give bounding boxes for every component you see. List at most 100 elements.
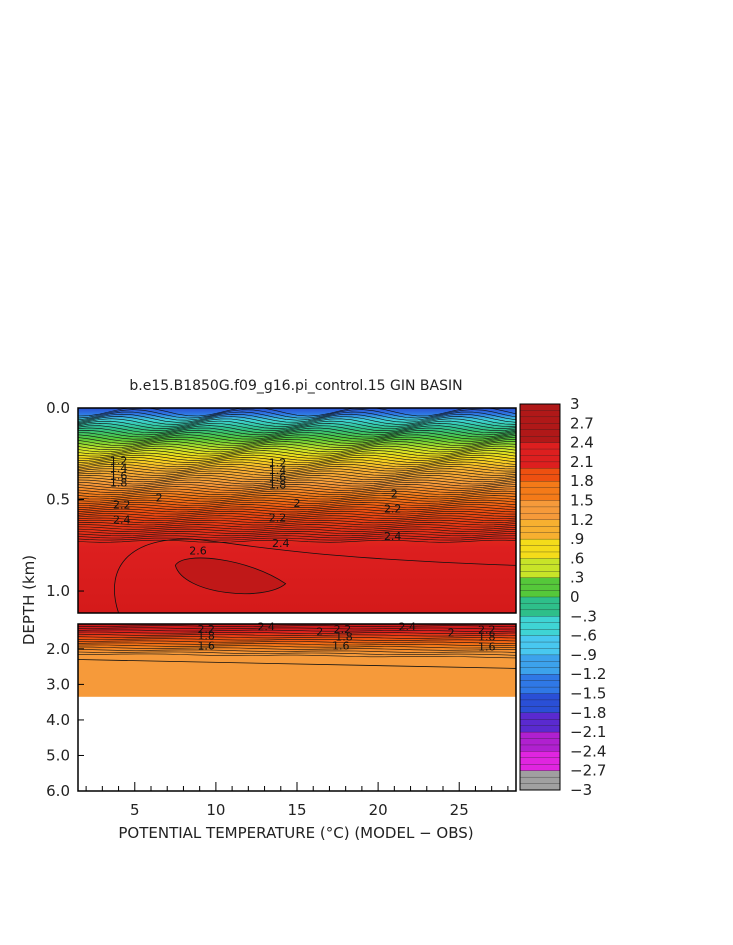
colorbar-band xyxy=(519,776,561,785)
upper-contour-line xyxy=(78,499,516,504)
contour-label: 1.8 xyxy=(269,479,287,492)
upper-contour-line xyxy=(78,524,516,528)
upper-contour-line xyxy=(78,454,516,461)
upper-contour-line xyxy=(78,472,516,478)
colorbar-band xyxy=(519,416,561,424)
upper-contour-line xyxy=(78,484,516,489)
contour-label: 1.4 xyxy=(269,464,287,477)
upper-contour-line xyxy=(78,539,516,543)
upper-contour-line xyxy=(78,528,516,532)
contour-label: 1.8 xyxy=(335,630,353,643)
colorbar-band xyxy=(519,590,561,598)
colorbar-band xyxy=(519,506,561,514)
colorbar-label: −2.1 xyxy=(570,723,606,741)
upper-contour-line xyxy=(78,457,516,463)
lower-contour-line xyxy=(78,629,516,632)
contour-label: 2 xyxy=(448,626,455,639)
colorbar-band xyxy=(519,699,561,707)
colorbar-label: −3 xyxy=(570,781,592,799)
x-tick-label: 15 xyxy=(287,801,306,819)
contour-label: 2.2 xyxy=(269,512,287,525)
lower-panel: 2.2 2.41.81.62 2.21.81.62.4 2 2.21.81.6 2.03… xyxy=(46,620,517,819)
contour-label: 2.4 xyxy=(399,620,417,633)
colorbar-band xyxy=(519,629,561,637)
colorbar-band xyxy=(519,609,561,617)
upper-contour-line xyxy=(78,411,516,421)
contour-label: 2.4 xyxy=(257,620,275,633)
upper-contour-line xyxy=(78,501,516,506)
y-axis-label: DEPTH (km) xyxy=(20,555,38,645)
upper-contour-line xyxy=(78,450,516,457)
contour-label: 2.2 xyxy=(384,502,402,515)
colorbar-bands xyxy=(519,403,561,791)
upper-contour-line xyxy=(78,495,516,500)
colorbar-band xyxy=(519,731,561,739)
colorbar-band xyxy=(519,622,561,630)
colorbar-label: 1.5 xyxy=(570,492,594,510)
contour-label: 1.6 xyxy=(478,640,496,653)
upper-panel: 1.21.41.61.822.22.42.61.21.41.61.822.22.… xyxy=(46,399,517,614)
upper-contour-line xyxy=(78,477,516,483)
upper-contour-line xyxy=(78,422,516,432)
contour-label: 2.4 xyxy=(272,537,290,550)
lower-contour-line xyxy=(78,642,516,647)
lower-contour-line xyxy=(78,631,516,635)
colorbar-label: −2.4 xyxy=(570,742,606,760)
upper-contour-line xyxy=(78,413,516,423)
colorbar-label: 2.4 xyxy=(570,434,594,452)
y-tick-label: 0.0 xyxy=(46,399,70,417)
colorbar-label: 1.8 xyxy=(570,472,594,490)
upper-contour-line xyxy=(78,429,516,438)
colorbar-band xyxy=(519,538,561,546)
upper-contour-line xyxy=(78,504,516,509)
colorbar-band xyxy=(519,654,561,662)
colorbar-band xyxy=(519,738,561,746)
y-tick-label: 4.0 xyxy=(46,711,70,729)
colorbar-band xyxy=(519,583,561,592)
colorbar-band xyxy=(519,641,561,649)
contour-label: 1.6 xyxy=(197,640,215,653)
colorbar-label: −.3 xyxy=(570,607,597,625)
contour-label: 2.2 xyxy=(197,623,215,636)
y-tick-label: 5.0 xyxy=(46,746,70,764)
colorbar-band xyxy=(519,571,561,579)
upper-contour-line xyxy=(78,416,516,425)
upper-contour-line xyxy=(78,468,516,474)
contour-label: 2.4 xyxy=(384,530,402,543)
lower-contour-line xyxy=(78,644,516,649)
upper-contour-line xyxy=(78,488,516,493)
colorbar-band xyxy=(519,551,561,559)
upper-contour-line xyxy=(78,438,516,446)
colorbar-band xyxy=(519,481,561,489)
contour-label: 1.8 xyxy=(110,477,128,490)
contour-label: 1.6 xyxy=(269,471,287,484)
upper-contour-line xyxy=(78,427,516,436)
colorbar-band xyxy=(519,410,561,418)
colorbar-band xyxy=(519,783,561,791)
colorbar-label: 3 xyxy=(570,395,580,413)
upper-contour-line xyxy=(78,445,516,453)
upper-contour-line xyxy=(78,418,516,427)
contour-label: 2.4 xyxy=(113,513,131,526)
colorbar-band xyxy=(519,596,561,604)
upper-contour-line xyxy=(78,481,516,487)
colorbar-band xyxy=(519,436,561,444)
upper-contour-line xyxy=(78,452,516,459)
upper-contour-line xyxy=(78,519,516,524)
colorbar-label: 2.1 xyxy=(570,453,594,471)
colorbar-band xyxy=(519,770,561,778)
colorbar-band xyxy=(519,500,561,508)
contour-label: 2 xyxy=(294,497,301,510)
x-tick-label: 10 xyxy=(206,801,225,819)
colorbar-band xyxy=(519,487,561,495)
colorbar-label: −2.7 xyxy=(570,762,606,780)
colorbar-band xyxy=(519,686,561,694)
colorbar-band xyxy=(519,616,561,624)
colorbar-band xyxy=(519,423,561,431)
lower-contour-line xyxy=(78,638,516,642)
colorbar-frame xyxy=(519,403,561,791)
y-tick-label: 0.5 xyxy=(46,491,70,509)
upper-contour-line xyxy=(78,459,516,466)
x-tick-label: 25 xyxy=(450,801,469,819)
contour-label: 1.6 xyxy=(332,640,350,653)
